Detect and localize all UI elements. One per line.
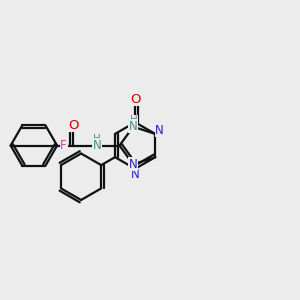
Text: F: F (60, 139, 67, 152)
Text: N: N (129, 120, 137, 133)
Text: N: N (92, 139, 101, 152)
Text: O: O (68, 119, 78, 132)
Text: N: N (155, 124, 164, 137)
Text: N: N (129, 158, 137, 171)
Text: O: O (130, 93, 140, 106)
Text: H: H (93, 134, 101, 144)
Text: H: H (130, 115, 138, 125)
Text: N: N (131, 168, 140, 181)
